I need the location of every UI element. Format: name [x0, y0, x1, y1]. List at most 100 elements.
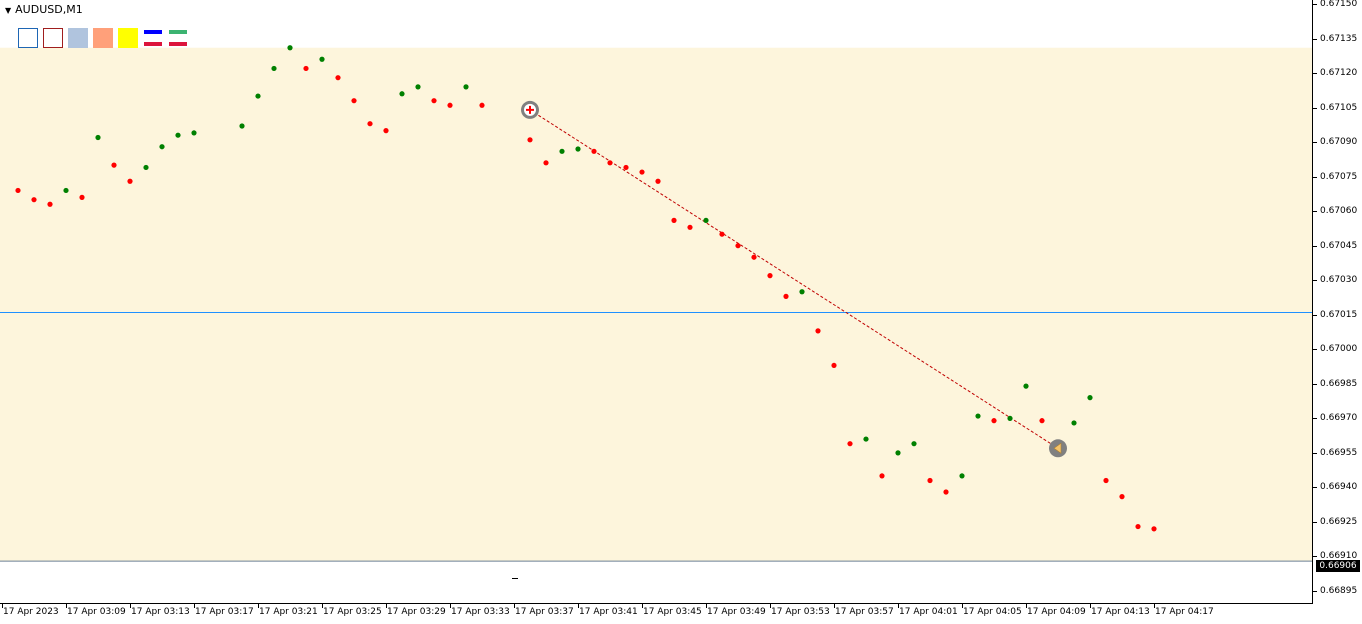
rectangle-outline-red-icon[interactable]	[43, 28, 63, 48]
time-tick-mark	[386, 604, 387, 608]
up-dot	[175, 132, 181, 138]
time-tick-mark	[1090, 604, 1091, 608]
down-dot	[1135, 523, 1141, 530]
up-dot	[1087, 395, 1093, 401]
rectangle-fill-lightsalmon-icon[interactable]	[93, 28, 113, 48]
up-dot	[1071, 420, 1077, 426]
time-tick-mark	[450, 604, 451, 608]
price-tick-label: 0.67120	[1320, 68, 1358, 79]
time-tick-label: 17 Apr 04:13	[1091, 607, 1150, 617]
price-tick-mark	[1313, 314, 1317, 316]
price-tick-label: 0.67075	[1320, 171, 1358, 182]
time-tick-mark	[322, 604, 323, 608]
price-tick-mark	[1313, 245, 1317, 247]
up-dot	[575, 146, 581, 152]
down-dot	[639, 169, 645, 175]
up-dot	[143, 164, 149, 171]
price-tick-label: 0.66985	[1320, 378, 1358, 389]
down-dot	[655, 178, 661, 184]
price-tick-label: 0.67015	[1320, 309, 1358, 320]
price-zone-rectangle[interactable]	[0, 47, 1312, 562]
up-dot	[463, 84, 469, 90]
price-tick-mark	[1313, 107, 1317, 109]
line-swatch-bottom	[144, 42, 162, 46]
time-tick-label: 17 Apr 03:25	[323, 607, 382, 617]
chart-plot[interactable]	[0, 0, 1313, 604]
down-dot	[383, 128, 389, 134]
down-dot	[479, 102, 485, 108]
time-tick-mark	[1026, 604, 1027, 608]
up-dot	[399, 91, 405, 97]
time-tick-mark	[706, 604, 707, 608]
price-tick-label: 0.66910	[1320, 551, 1358, 562]
symbol-label[interactable]: ▼ AUDUSD,M1	[5, 3, 83, 16]
time-tick-label: 17 Apr 03:29	[387, 607, 446, 617]
time-tick-mark	[642, 604, 643, 608]
time-tick-mark	[66, 604, 67, 608]
down-dot	[671, 217, 677, 223]
down-dot	[543, 160, 549, 166]
up-dot	[559, 148, 565, 154]
up-dot	[975, 413, 981, 419]
price-tick-mark	[1313, 4, 1317, 5]
line-green-red-icon[interactable]	[168, 28, 188, 48]
down-dot	[815, 328, 821, 334]
up-dot	[1023, 383, 1029, 389]
entry-cross-icon	[526, 105, 534, 114]
up-dot	[255, 93, 261, 99]
down-dot	[303, 65, 309, 72]
time-tick-label: 17 Apr 03:21	[259, 607, 318, 617]
down-dot	[31, 197, 37, 203]
dropdown-triangle-icon[interactable]: ▼	[5, 6, 12, 15]
price-tick-mark	[1313, 349, 1317, 351]
line-swatch-bottom	[169, 42, 187, 46]
time-tick-mark	[770, 604, 771, 608]
price-tick-label: 0.66925	[1320, 516, 1358, 527]
up-dot	[95, 134, 101, 141]
rectangle-fill-yellow-icon[interactable]	[118, 28, 138, 48]
down-dot	[111, 162, 117, 168]
down-dot	[447, 102, 453, 108]
rectangle-fill-lightsteelblue-icon[interactable]	[68, 28, 88, 48]
price-tick-mark	[1313, 142, 1317, 144]
time-tick-label: 17 Apr 03:57	[835, 607, 894, 617]
trade-line[interactable]	[529, 109, 1059, 449]
down-dot	[927, 477, 933, 484]
up-dot	[287, 45, 293, 51]
price-tick-label: 0.66970	[1320, 413, 1358, 424]
up-dot	[191, 130, 197, 136]
price-tick-label: 0.67000	[1320, 344, 1358, 355]
time-tick-mark	[130, 604, 131, 608]
time-tick-label: 17 Apr 04:05	[963, 607, 1022, 617]
time-tick-mark	[1154, 604, 1155, 608]
price-tick-label: 0.66895	[1320, 586, 1358, 596]
down-dot	[767, 273, 773, 279]
line-blue-red-icon[interactable]	[143, 28, 163, 48]
time-tick-mark	[962, 604, 963, 608]
time-tick-mark	[898, 604, 899, 608]
down-dot	[607, 160, 613, 166]
time-tick-label: 17 Apr 03:17	[195, 607, 254, 617]
down-dot	[1119, 494, 1125, 500]
up-dot	[319, 56, 325, 62]
up-dot	[159, 144, 165, 150]
price-tick-mark	[1313, 487, 1317, 489]
down-dot	[367, 121, 373, 127]
chart-area[interactable]: ▼ AUDUSD,M1	[0, 0, 1313, 604]
up-dot	[703, 217, 709, 223]
up-dot	[863, 436, 869, 442]
down-dot	[79, 194, 85, 200]
price-tick-mark	[1313, 280, 1317, 282]
up-dot	[959, 473, 965, 479]
price-tick-mark	[1313, 591, 1317, 592]
dash-marker	[512, 578, 518, 579]
down-dot	[1103, 477, 1109, 484]
up-dot	[1007, 415, 1013, 421]
time-tick-label: 17 Apr 04:17	[1155, 607, 1214, 617]
exit-arrow-icon	[1053, 442, 1062, 454]
time-tick-label: 17 Apr 03:45	[643, 607, 702, 617]
down-dot	[943, 489, 949, 495]
rectangle-outline-blue-icon[interactable]	[18, 28, 38, 48]
line-swatch-top	[144, 30, 162, 34]
time-tick-mark	[194, 604, 195, 608]
